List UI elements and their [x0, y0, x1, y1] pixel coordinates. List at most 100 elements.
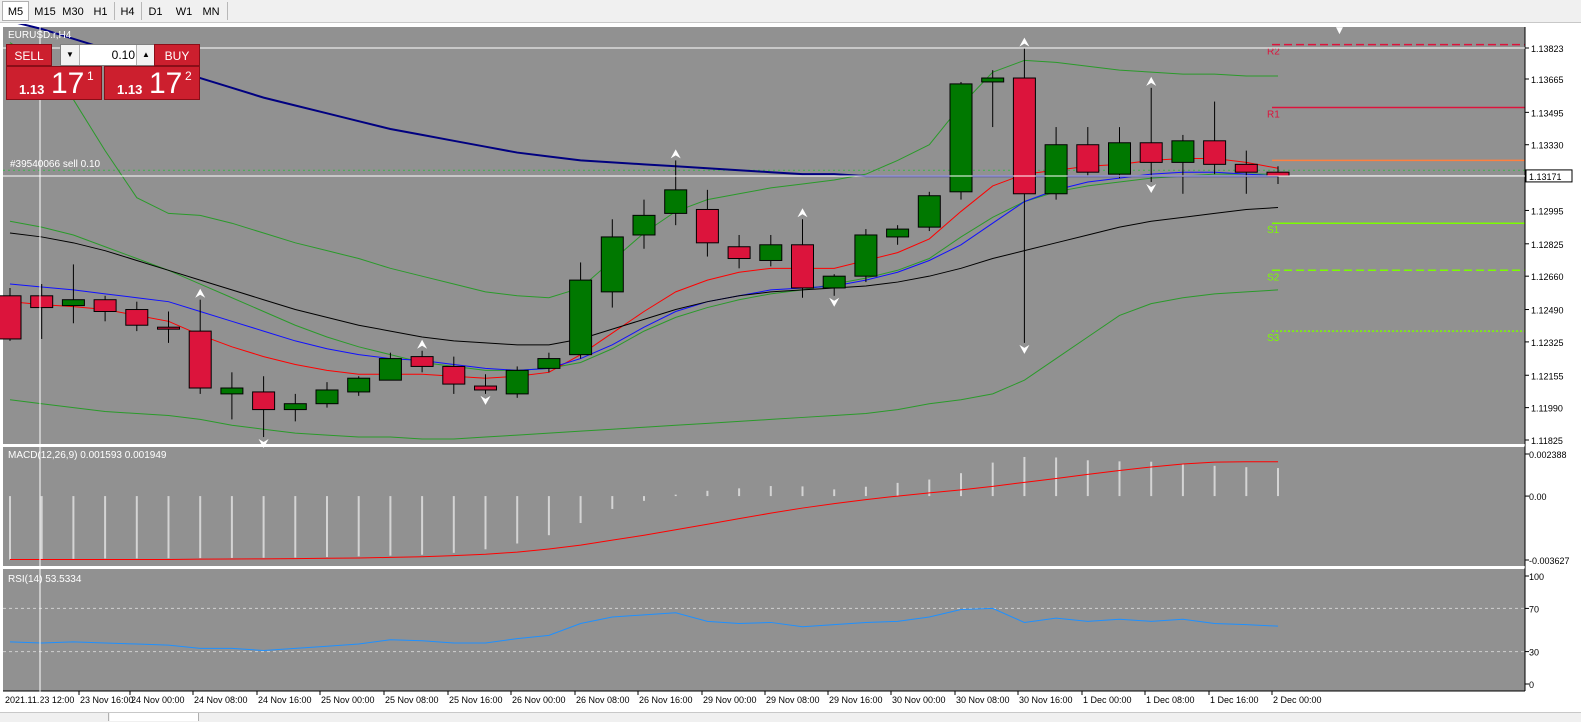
time-tick-label: 26 Nov 00:00 — [512, 695, 566, 705]
timeframe-toolbar: M5 M15 M30 H1 H4 D1 W1 MN — [0, 0, 1581, 23]
candle[interactable] — [1139, 87, 1163, 183]
candle[interactable] — [759, 234, 783, 267]
fractal-down-icon — [480, 395, 491, 405]
chart-title: EURUSD.r,H4 — [8, 30, 72, 41]
time-tick-label: 1 Dec 08:00 — [1146, 695, 1195, 705]
fractal-down-icon — [1019, 344, 1030, 354]
candle[interactable] — [442, 356, 466, 394]
candle[interactable] — [569, 262, 593, 359]
candle-body — [505, 369, 529, 395]
fractal-up-icon — [670, 149, 681, 159]
timeframe-button-h1[interactable]: H1 — [93, 6, 108, 18]
price-tick-label: 1.12490 — [1531, 306, 1564, 316]
candle[interactable] — [1012, 48, 1036, 343]
price-tick-label: 1.11990 — [1531, 404, 1563, 414]
candle[interactable] — [791, 219, 814, 298]
chevron-down-icon[interactable]: ▼ — [61, 45, 80, 65]
candle[interactable] — [474, 374, 497, 394]
candle[interactable] — [981, 70, 1005, 128]
timeframe-button-w1[interactable]: W1 — [175, 6, 193, 18]
moving-average-line — [9, 207, 1279, 346]
rsi-tick-label: 70 — [1529, 604, 1539, 614]
time-tick-label: 29 Nov 08:00 — [766, 695, 820, 705]
current-price-label: 1.13171 — [1529, 172, 1562, 182]
buy-price-box[interactable]: 1.13 17 2 — [104, 66, 200, 100]
candle[interactable] — [1108, 127, 1131, 179]
candle[interactable] — [632, 199, 656, 249]
timeframe-button-mn[interactable]: MN — [202, 6, 220, 18]
candle[interactable] — [220, 372, 244, 420]
timeframe-button-m15[interactable]: M15 — [34, 6, 56, 18]
candle[interactable] — [125, 301, 149, 332]
candle[interactable] — [378, 352, 402, 381]
candle[interactable] — [157, 311, 180, 343]
macd-title: MACD(12,26,9) 0.001593 0.001949 — [8, 450, 167, 461]
candle[interactable] — [664, 160, 688, 226]
candle[interactable] — [600, 219, 624, 308]
candle[interactable] — [505, 366, 529, 398]
candle[interactable] — [1234, 150, 1258, 194]
time-tick-label: 29 Nov 16:00 — [829, 695, 883, 705]
candle[interactable] — [949, 81, 973, 200]
candle[interactable] — [822, 274, 846, 296]
candle[interactable] — [0, 287, 22, 341]
timeframe-button-m5[interactable]: M5 — [2, 1, 29, 21]
candle[interactable] — [1171, 134, 1195, 194]
candle-body — [1203, 140, 1227, 165]
chevron-up-icon[interactable]: ▲ — [136, 45, 155, 65]
candle[interactable] — [886, 225, 910, 245]
scroll-marker[interactable]: ▼ — [1336, 26, 1343, 36]
price-tick-label: 1.12325 — [1531, 338, 1564, 348]
chart-tab[interactable] — [0, 713, 109, 721]
candle[interactable] — [283, 393, 307, 422]
candle[interactable] — [917, 191, 941, 232]
time-cursor-badge — [3, 693, 80, 705]
rsi-pane-background — [3, 569, 1525, 691]
main-pane-background — [3, 27, 1525, 444]
time-tick-label: 30 Nov 00:00 — [892, 695, 946, 705]
time-tick-label: 26 Nov 08:00 — [576, 695, 630, 705]
time-tick-label: 25 Nov 16:00 — [449, 695, 503, 705]
candle[interactable] — [1203, 101, 1227, 175]
candle[interactable] — [347, 376, 371, 396]
current-price-badge — [1525, 169, 1573, 183]
candle[interactable] — [1044, 127, 1068, 200]
candle-body — [759, 244, 783, 261]
buy-button[interactable]: BUY — [154, 44, 200, 66]
candle[interactable] — [727, 234, 751, 269]
chart-tab[interactable] — [110, 713, 199, 721]
candle[interactable] — [30, 284, 54, 339]
toolbar-separator — [227, 2, 228, 20]
candle[interactable] — [93, 295, 117, 322]
candle[interactable] — [188, 299, 212, 394]
sell-price-box[interactable]: 1.13 17 1 — [6, 66, 102, 100]
pivot-level-label: R1 — [1267, 109, 1280, 120]
timeframe-button-d1[interactable]: D1 — [148, 6, 163, 18]
candle[interactable] — [410, 350, 434, 373]
candle-body — [315, 389, 339, 405]
candle[interactable] — [61, 264, 85, 324]
candle[interactable] — [537, 352, 561, 373]
candle-body — [442, 365, 466, 385]
candle[interactable] — [315, 382, 339, 408]
timeframe-button-h4[interactable]: H4 — [120, 6, 135, 18]
fractal-down-icon — [1146, 184, 1157, 194]
candle[interactable] — [695, 189, 719, 257]
lot-size-value[interactable]: 0.10 — [111, 48, 135, 62]
candle-body — [157, 326, 180, 330]
one-click-trading-panel: SELL ▼ 0.10 ▲ BUY 1.13 17 1 1.13 17 2 — [6, 44, 200, 100]
candle-body — [252, 391, 276, 411]
candle-body — [1171, 140, 1195, 163]
candle[interactable] — [854, 229, 878, 283]
candle[interactable] — [1076, 127, 1100, 177]
time-tick-label: 2 Dec 00:00 — [1273, 695, 1322, 705]
fractal-down-icon — [258, 439, 269, 449]
candle[interactable] — [252, 376, 276, 438]
chart-area[interactable]: R2 R1 S1 S2 S3 1.13823 1.13665 1.13495 1.13330 1… — [0, 24, 1581, 712]
sell-button[interactable]: SELL — [6, 44, 52, 66]
pivot-level-label: S2 — [1267, 272, 1280, 283]
timeframe-button-m30[interactable]: M30 — [62, 6, 84, 18]
lot-size-input[interactable]: ▼ 0.10 ▲ — [60, 44, 156, 66]
price-tick-label: 1.12825 — [1531, 240, 1564, 250]
time-tick-label: 24 Nov 16:00 — [258, 695, 312, 705]
